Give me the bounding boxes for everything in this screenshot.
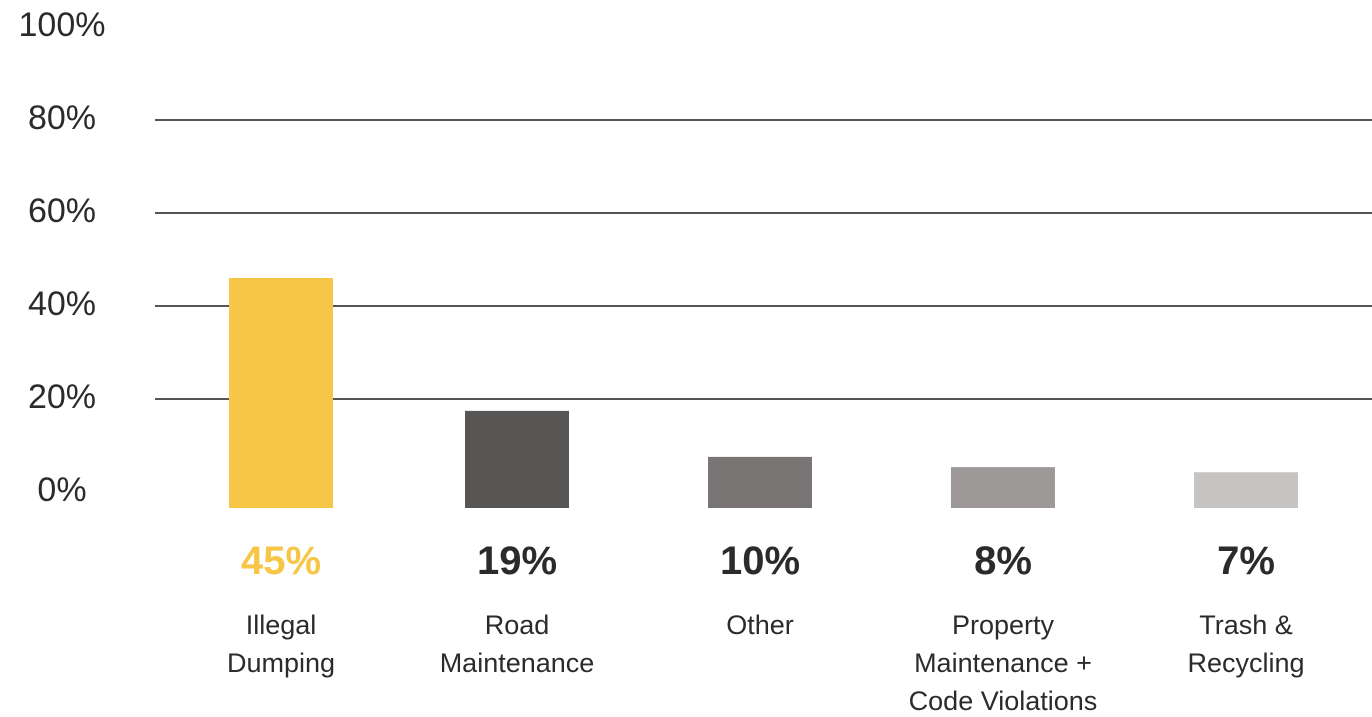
category-label: Illegal Dumping [227,610,335,678]
y-tick-label: 60% [28,192,96,230]
bar [1194,472,1298,508]
value-label: 8% [974,539,1032,583]
bar [708,456,812,508]
y-tick-label: 40% [28,285,96,323]
value-label: 45% [241,539,321,583]
category-label: Other [726,610,794,640]
y-tick-label: 80% [28,99,96,137]
bar [229,278,333,508]
y-axis-tick-labels: 0% 20% 40% 60% 80% 100% [19,6,106,509]
category-label: Property Maintenance + Code Violations [909,610,1098,716]
category-label: Trash & Recycling [1187,610,1304,678]
y-tick-label: 0% [37,471,86,509]
value-label: 19% [477,539,557,583]
category-label: Road Maintenance [440,610,595,678]
y-tick-label: 20% [28,378,96,416]
bar [465,410,569,508]
category-labels: Illegal Dumping Road Maintenance Other Proper… [227,610,1305,716]
value-labels: 45% 19% 10% 8% 7% [241,539,1275,583]
gridlines [155,119,1372,400]
bar [951,467,1055,508]
value-label: 7% [1217,539,1275,583]
bars [229,278,1298,508]
y-tick-label: 100% [19,6,106,44]
value-label: 10% [720,539,800,583]
